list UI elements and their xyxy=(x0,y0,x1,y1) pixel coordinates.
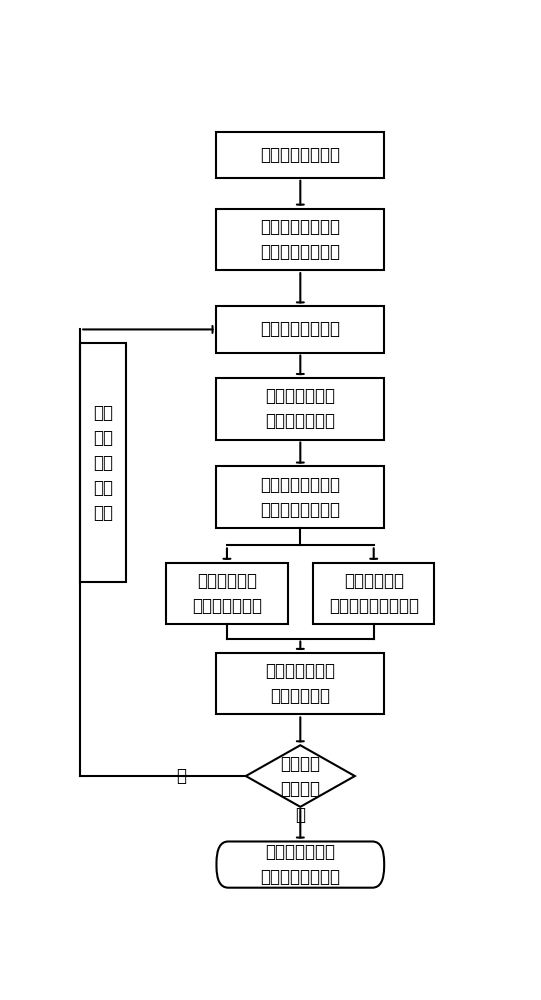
Text: 确定冷板几何模型: 确定冷板几何模型 xyxy=(260,320,340,338)
FancyBboxPatch shape xyxy=(166,563,288,624)
Text: 建立有源相控阵
天线有限元模型: 建立有源相控阵 天线有限元模型 xyxy=(265,387,335,430)
FancyBboxPatch shape xyxy=(216,209,384,270)
Text: 否: 否 xyxy=(176,767,186,785)
FancyBboxPatch shape xyxy=(80,343,127,582)
Text: 确定发热器件参数: 确定发热器件参数 xyxy=(260,146,340,164)
FancyBboxPatch shape xyxy=(216,306,384,353)
Text: 增益是否
满足要求: 增益是否 满足要求 xyxy=(280,755,320,798)
Text: 最佳有源相控阵
天线冷板设计方案: 最佳有源相控阵 天线冷板设计方案 xyxy=(260,843,340,886)
FancyBboxPatch shape xyxy=(216,466,384,528)
Text: 计算激励电流
幅度误差、相位误差: 计算激励电流 幅度误差、相位误差 xyxy=(329,572,419,615)
Text: 修改
流道
截面
几何
参数: 修改 流道 截面 几何 参数 xyxy=(93,404,113,522)
Text: 根据器件位置设计
冷板流道拓扑形状: 根据器件位置设计 冷板流道拓扑形状 xyxy=(260,218,340,261)
FancyBboxPatch shape xyxy=(216,378,384,440)
Polygon shape xyxy=(246,745,355,807)
Text: 计算结构变形
引起的相位误差: 计算结构变形 引起的相位误差 xyxy=(192,572,262,615)
Text: 计算有源相控阵
天线的电性能: 计算有源相控阵 天线的电性能 xyxy=(265,662,335,705)
FancyBboxPatch shape xyxy=(216,841,384,888)
Text: 计算有源相控阵天
线阵面温度场分布: 计算有源相控阵天 线阵面温度场分布 xyxy=(260,476,340,519)
FancyBboxPatch shape xyxy=(216,132,384,178)
FancyBboxPatch shape xyxy=(313,563,434,624)
Text: 是: 是 xyxy=(295,806,305,824)
FancyBboxPatch shape xyxy=(216,653,384,714)
